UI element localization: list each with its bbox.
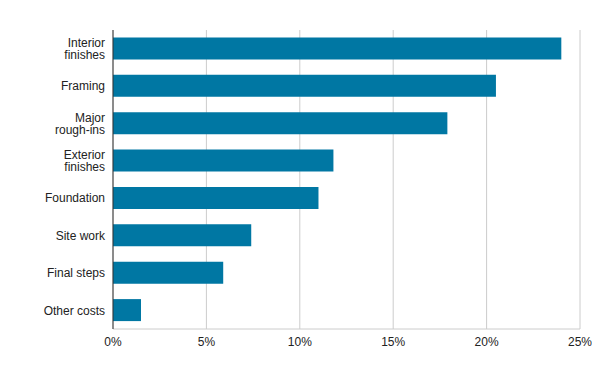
svg-text:Framing: Framing [61,79,105,93]
svg-text:15%: 15% [381,335,405,349]
svg-text:0%: 0% [104,335,122,349]
svg-text:5%: 5% [198,335,216,349]
svg-text:20%: 20% [475,335,499,349]
svg-text:Exteriorfinishes: Exteriorfinishes [64,148,105,174]
svg-text:Majorrough-ins: Majorrough-ins [55,111,105,137]
svg-text:Other costs: Other costs [44,304,105,318]
svg-text:10%: 10% [288,335,312,349]
svg-text:25%: 25% [568,335,592,349]
svg-text:Final steps: Final steps [47,266,105,280]
svg-text:Foundation: Foundation [45,191,105,205]
svg-text:Site work: Site work [56,229,106,243]
svg-text:Interiorfinishes: Interiorfinishes [64,36,105,62]
